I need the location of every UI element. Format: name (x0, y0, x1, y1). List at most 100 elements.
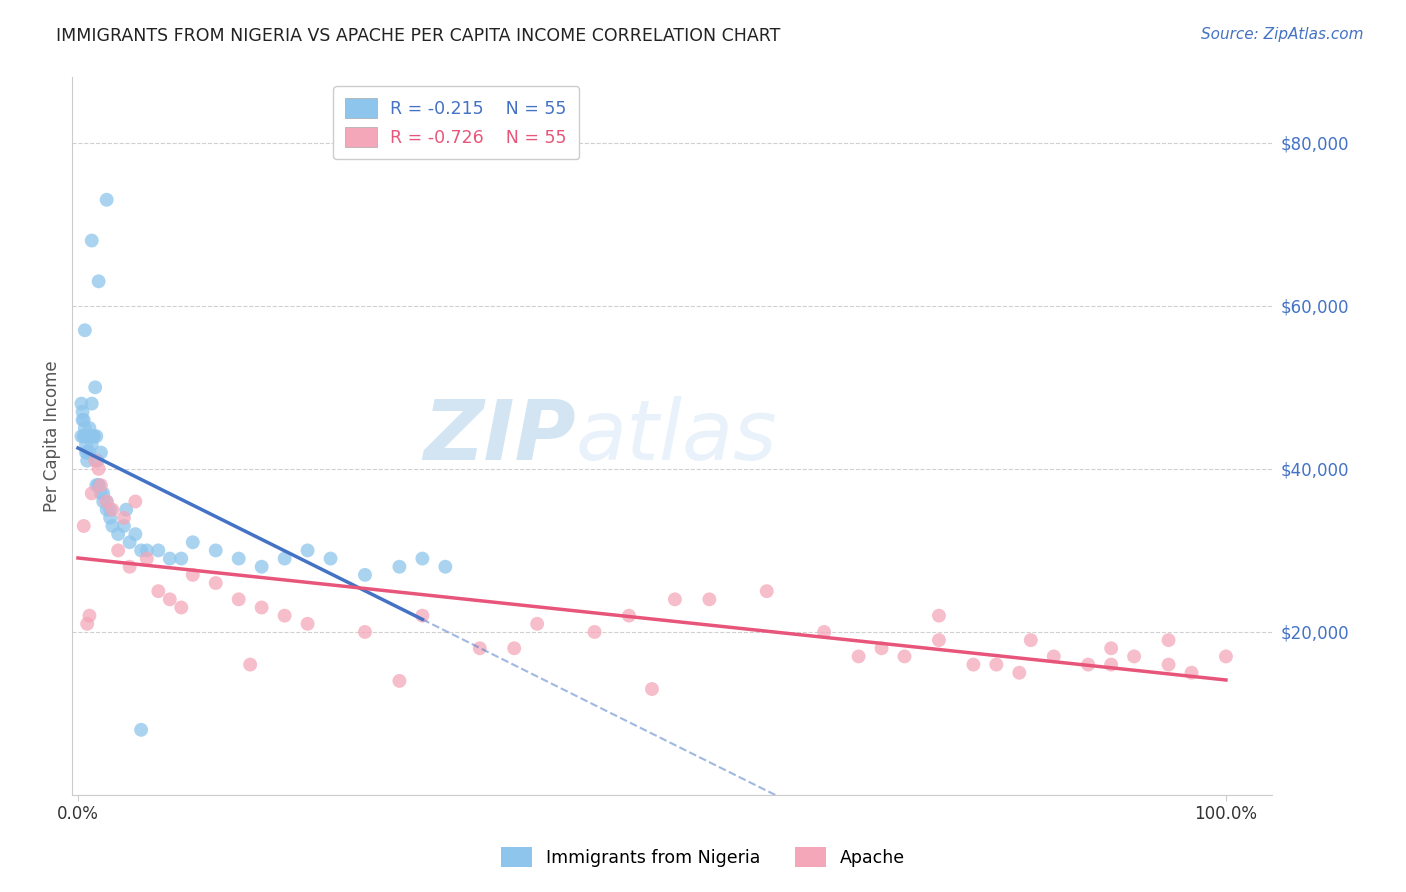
Point (124, 527, 146, 541)
Point (434, 559, 457, 574)
Point (319, 551, 342, 566)
Point (79, 421, 101, 435)
Point (86, 453, 108, 467)
Point (91, 486, 114, 500)
Point (112, 519, 135, 533)
Point (90, 445, 112, 459)
Point (181, 535, 204, 549)
Point (70, 429, 93, 443)
Point (115, 502, 138, 516)
Point (96, 193, 118, 207)
Point (96, 494, 118, 508)
Point (848, 649, 870, 664)
Point (118, 535, 141, 549)
Point (87, 274, 110, 288)
Point (148, 543, 170, 558)
Point (107, 543, 129, 558)
Point (135, 543, 157, 558)
Point (250, 600, 273, 615)
Point (928, 608, 950, 623)
Point (107, 527, 129, 541)
Point (893, 649, 915, 664)
Point (1123, 649, 1146, 664)
Point (273, 551, 295, 566)
Point (297, 616, 319, 631)
Point (1099, 657, 1122, 672)
Point (73, 323, 96, 337)
Point (388, 673, 411, 688)
Point (664, 592, 686, 607)
Point (124, 494, 146, 508)
Point (170, 600, 193, 615)
Point (73, 519, 96, 533)
Point (813, 624, 835, 639)
Point (98, 510, 121, 524)
Point (1042, 649, 1064, 664)
Point (90, 478, 112, 492)
Point (273, 608, 295, 623)
Point (80, 486, 103, 500)
Point (239, 657, 262, 672)
Point (1215, 649, 1237, 664)
Point (135, 551, 157, 566)
Point (228, 551, 250, 566)
Legend: Immigrants from Nigeria, Apache: Immigrants from Nigeria, Apache (494, 840, 912, 874)
Point (1099, 641, 1122, 656)
Point (101, 502, 124, 516)
Point (77, 429, 100, 443)
Point (1157, 633, 1180, 648)
Point (98, 502, 121, 516)
Point (204, 576, 226, 591)
Point (73, 429, 96, 443)
Point (72, 405, 94, 419)
Point (159, 551, 181, 566)
Point (411, 551, 433, 566)
Point (87, 462, 110, 476)
Point (86, 429, 108, 443)
Point (354, 567, 377, 582)
Point (411, 608, 433, 623)
Point (75, 445, 97, 459)
Point (228, 592, 250, 607)
Point (96, 494, 118, 508)
Text: atlas: atlas (576, 396, 778, 476)
Point (870, 641, 893, 656)
Point (148, 584, 170, 599)
Point (170, 551, 193, 566)
Point (1019, 633, 1042, 648)
Point (76, 445, 98, 459)
Point (181, 567, 204, 582)
Point (90, 486, 112, 500)
Point (79, 608, 101, 623)
Point (84, 453, 107, 467)
Point (73, 421, 96, 435)
Point (928, 633, 950, 648)
Text: Source: ZipAtlas.com: Source: ZipAtlas.com (1201, 27, 1364, 42)
Point (962, 657, 984, 672)
Legend: R = -0.215    N = 55, R = -0.726    N = 55: R = -0.215 N = 55, R = -0.726 N = 55 (333, 87, 579, 159)
Point (1157, 657, 1180, 672)
Point (112, 510, 135, 524)
Point (91, 494, 114, 508)
Point (526, 616, 548, 631)
Point (297, 543, 319, 558)
Point (87, 478, 110, 492)
Point (1008, 665, 1031, 680)
Point (80, 437, 103, 451)
Point (80, 234, 103, 248)
Point (583, 624, 606, 639)
Point (96, 502, 118, 516)
Point (82, 429, 104, 443)
Point (468, 641, 491, 656)
Point (86, 478, 108, 492)
Point (641, 681, 664, 696)
Point (70, 397, 93, 411)
Point (76, 453, 98, 467)
Point (503, 641, 526, 656)
Point (118, 559, 141, 574)
Point (75, 437, 97, 451)
Point (755, 584, 778, 599)
Point (80, 397, 103, 411)
Point (84, 380, 107, 394)
Point (1180, 665, 1202, 680)
